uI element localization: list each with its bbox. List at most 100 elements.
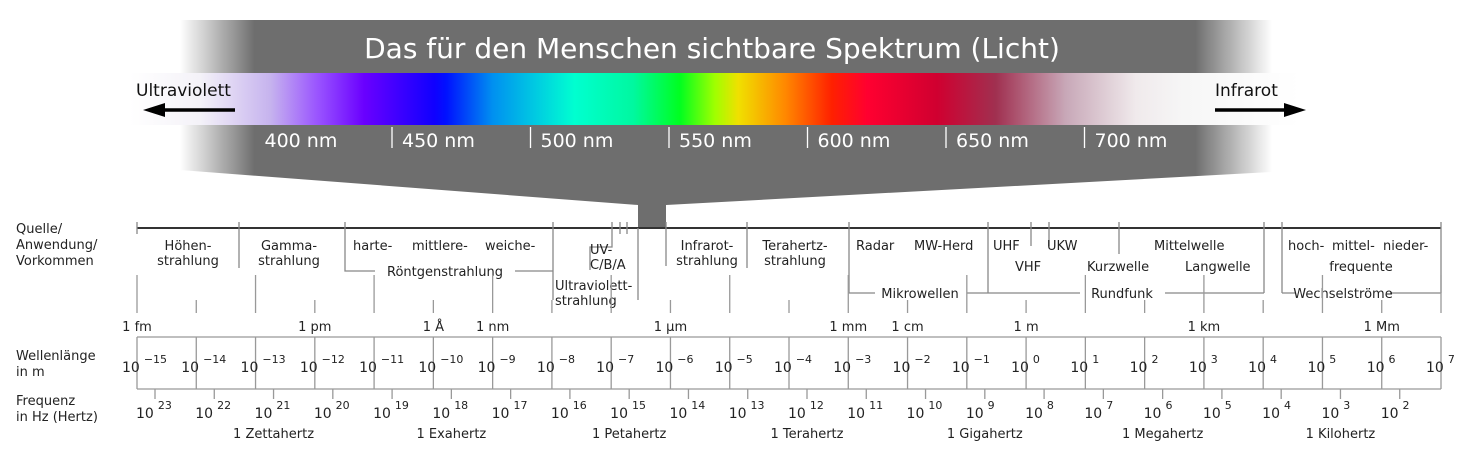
nm-tick-label: 650 nm <box>956 130 1029 152</box>
wavelength-exponent-label: 10−8 <box>537 353 575 376</box>
arrow-left-icon <box>143 103 235 117</box>
wavelength-unit-label: 1 µm <box>654 320 687 335</box>
row-label-wavelength-1: Wellenlänge <box>16 349 96 364</box>
cat-uv-2: strahlung <box>555 294 617 309</box>
cat-hoehen-1: Höhen- <box>165 239 212 254</box>
cat-ukw: UKW <box>1047 239 1078 254</box>
wavelength-unit-label: 1 nm <box>476 320 509 335</box>
row-label-source-1: Quelle/ <box>16 222 63 237</box>
frequency-exponent-label: 105 <box>1203 399 1232 422</box>
banner-title: Das für den Menschen sichtbare Spektrum … <box>364 32 1060 65</box>
frequency-exponent-label: 107 <box>1084 399 1113 422</box>
wavelength-unit-label: 1 fm <box>122 320 152 335</box>
visible-spectrum-banner: Das für den Menschen sichtbare Spektrum … <box>130 18 1306 228</box>
frequency-unit-label: 1 Kilohertz <box>1306 427 1376 442</box>
row-label-frequency-2: in Hz (Hertz) <box>16 410 98 425</box>
wavelength-exponent-label: 10−13 <box>241 353 286 376</box>
cat-hoehen-2: strahlung <box>157 254 219 269</box>
frequency-unit-label: 1 Zettahertz <box>233 427 314 442</box>
wavelength-exponent-label: 10−11 <box>359 353 404 376</box>
cat-uv-sub-1: UV- <box>590 243 613 258</box>
wavelength-exponent-label: 10−6 <box>655 353 693 376</box>
cat-mittelwelle: Mittelwelle <box>1154 239 1224 254</box>
frequency-exponent-label: 1015 <box>610 399 646 422</box>
frequency-unit-label: 1 Exahertz <box>416 427 486 442</box>
frequency-exponent-label: 103 <box>1321 399 1350 422</box>
frequency-exponent-label: 1011 <box>847 399 883 422</box>
frequency-exponent-label: 1010 <box>907 399 943 422</box>
wavelength-exponent-label: 10−5 <box>715 353 753 376</box>
wavelength-unit-label: 1 pm <box>298 320 331 335</box>
frequency-unit-label: 1 Terahertz <box>771 427 844 442</box>
wavelength-exponent-label: 107 <box>1426 353 1455 376</box>
frequency-unit-label: 1 Petahertz <box>592 427 667 442</box>
cat-infrared-1: Infrarot- <box>681 239 734 254</box>
nm-tick-label: 450 nm <box>402 130 475 152</box>
cat-ac-mid: mittel- <box>1332 239 1375 254</box>
frequency-unit-label: 1 Megahertz <box>1122 427 1204 442</box>
frequency-exponent-label: 1014 <box>669 399 705 422</box>
frequency-exponent-label: 1019 <box>373 399 409 422</box>
category-labels: Höhen- strahlung Gamma- strahlung harte-… <box>157 239 1428 309</box>
wavelength-exponent-label: 105 <box>1307 353 1336 376</box>
nm-tick-label: 400 nm <box>265 130 338 152</box>
cat-rundfunk: Rundfunk <box>1091 287 1153 302</box>
cat-uv-1: Ultraviolett- <box>555 279 633 294</box>
cat-uv-sub-2: C/B/A <box>590 258 626 273</box>
nm-scale: 400 nm 450 nm 500 nm 550 nm 600 nm 650 nm 700 … <box>265 127 1168 152</box>
frequency-exponent-label: 1022 <box>195 399 231 422</box>
wavelength-exponent-label: 100 <box>1011 353 1040 376</box>
wavelength-exponent-label: 10−7 <box>596 353 634 376</box>
cat-roentgen-soft: weiche- <box>485 239 536 254</box>
nm-tick-label: 600 nm <box>818 130 891 152</box>
wavelength-unit-label: 1 cm <box>891 320 923 335</box>
row-label-source-3: Vorkommen <box>16 254 94 269</box>
scales: 10−15 10−14 10−13 10−12 10−11 10−10 10−9 10−8 10… <box>122 275 1455 442</box>
frequency-exponent-label: 106 <box>1144 399 1173 422</box>
cat-roentgen-hard: harte- <box>353 239 393 254</box>
frequency-exponent-label: 1018 <box>432 399 468 422</box>
row-label-source-2: Anwendung/ <box>16 238 98 253</box>
wavelength-exponent-label: 10−3 <box>833 353 871 376</box>
frequency-exponent-label: 1020 <box>314 399 350 422</box>
wavelength-exponent-label: 10−2 <box>893 353 931 376</box>
cat-ac-high: hoch- <box>1288 239 1325 254</box>
cat-roentgen: Röntgenstrahlung <box>387 265 503 280</box>
separator-ticks <box>136 222 1442 293</box>
nm-tick-label: 500 nm <box>541 130 614 152</box>
cat-kurzwelle: Kurzwelle <box>1087 260 1149 275</box>
frequency-exponent-label: 1016 <box>551 399 587 422</box>
cat-terahertz-1: Terahertz- <box>761 239 828 254</box>
cat-gamma-1: Gamma- <box>261 239 317 254</box>
wavelength-exponent-label: 10−1 <box>952 353 990 376</box>
frequency-exponent-label: 1012 <box>788 399 824 422</box>
wavelength-exponent-label: 10−10 <box>418 353 463 376</box>
wavelength-exponent-label: 104 <box>1248 353 1277 376</box>
wavelength-unit-label: 1 m <box>1014 320 1039 335</box>
cat-infrared-2: strahlung <box>676 254 738 269</box>
cat-mw-herd: MW-Herd <box>914 239 973 254</box>
frequency-exponent-label: 109 <box>966 399 995 422</box>
wavelength-unit-label: 1 km <box>1188 320 1221 335</box>
cat-vhf: VHF <box>1015 260 1041 275</box>
row-label-wavelength-2: in m <box>16 365 45 380</box>
category-lines <box>136 222 1442 300</box>
cat-roentgen-medium: mittlere- <box>412 239 468 254</box>
frequency-exponent-label: 1021 <box>255 399 291 422</box>
microwave-bracket <box>848 222 989 294</box>
frequency-exponent-label: 1013 <box>729 399 765 422</box>
wavelength-unit-label: 1 mm <box>829 320 867 335</box>
wavelength-exponent-label: 10−15 <box>122 353 167 376</box>
wavelength-exponent-label: 10−12 <box>300 353 345 376</box>
frequency-exponent-label: 1023 <box>136 399 172 422</box>
wavelength-exponent-label: 106 <box>1367 353 1396 376</box>
wavelength-exponent-label: 10−9 <box>478 353 516 376</box>
nm-tick-label: 700 nm <box>1095 130 1168 152</box>
cat-ac: Wechselströme <box>1293 287 1392 302</box>
cat-ac-low: nieder- <box>1383 239 1429 254</box>
cat-gamma-2: strahlung <box>258 254 320 269</box>
arrow-right-icon <box>1215 103 1306 117</box>
roentgen-bracket <box>344 222 554 300</box>
frequency-unit-label: 1 Gigahertz <box>947 427 1023 442</box>
wavelength-exponent-label: 102 <box>1130 353 1159 376</box>
